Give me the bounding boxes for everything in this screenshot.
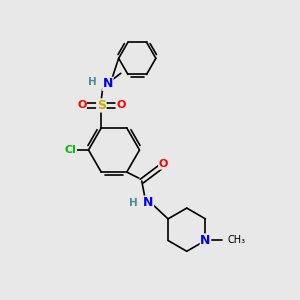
Text: O: O	[116, 100, 125, 110]
Text: S: S	[97, 99, 106, 112]
Text: N: N	[200, 234, 211, 247]
Text: O: O	[159, 159, 168, 169]
Text: N: N	[143, 196, 154, 209]
Text: CH₃: CH₃	[228, 236, 246, 245]
Text: H: H	[88, 77, 97, 87]
Text: H: H	[129, 198, 138, 208]
Text: N: N	[103, 77, 113, 90]
Text: Cl: Cl	[64, 145, 76, 155]
Text: O: O	[77, 100, 86, 110]
